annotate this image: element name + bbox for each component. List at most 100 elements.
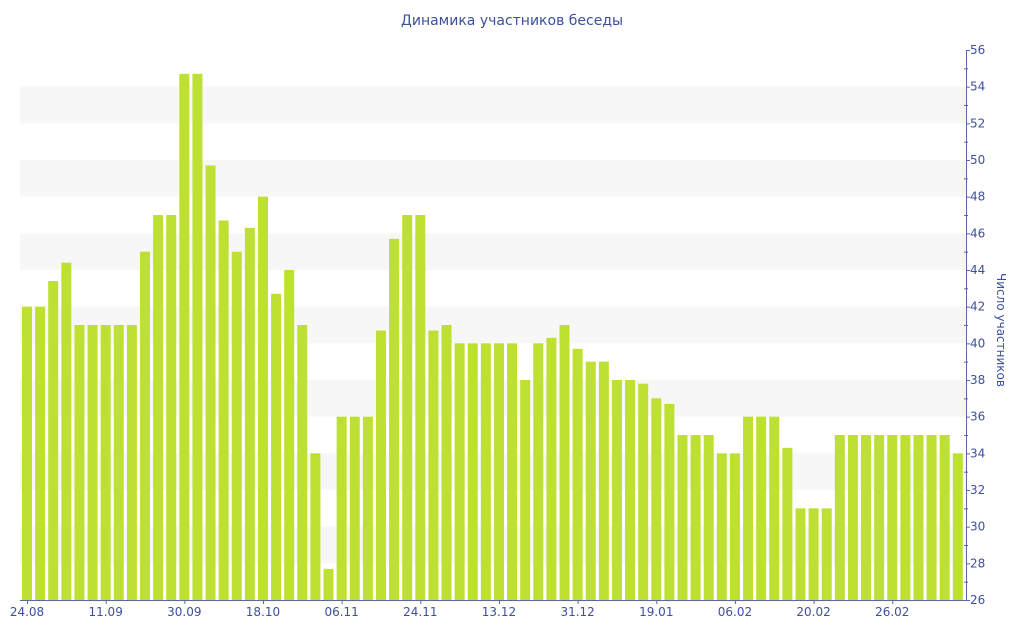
bar xyxy=(22,306,32,600)
bar xyxy=(677,435,688,600)
x-tick-label: 24.11 xyxy=(403,605,437,619)
bar xyxy=(375,330,386,600)
x-tick-label: 11.09 xyxy=(88,605,122,619)
y-tick-label: 38 xyxy=(970,373,985,387)
grid-band xyxy=(20,233,966,270)
bar xyxy=(611,380,622,600)
bar xyxy=(559,325,570,600)
bar xyxy=(100,325,111,600)
bar xyxy=(139,251,150,600)
bar xyxy=(638,383,649,600)
x-tick-label: 24.08 xyxy=(10,605,44,619)
bar xyxy=(952,453,963,600)
bar xyxy=(716,453,727,600)
bar xyxy=(795,508,806,600)
y-tick-label: 52 xyxy=(970,116,985,130)
bar xyxy=(808,508,819,600)
grid-band xyxy=(20,453,966,490)
y-tick-label: 46 xyxy=(970,226,985,240)
bar xyxy=(703,435,714,600)
bar xyxy=(507,343,518,600)
bar xyxy=(756,416,767,600)
grid-band xyxy=(20,526,966,564)
x-tick-label: 06.11 xyxy=(324,605,358,619)
bar xyxy=(336,416,347,600)
bar xyxy=(769,416,780,600)
bar xyxy=(939,435,950,600)
bar xyxy=(913,435,924,600)
x-tick-label: 30.09 xyxy=(167,605,201,619)
bar xyxy=(625,380,636,600)
y-tick-label: 44 xyxy=(970,263,985,277)
bar xyxy=(847,435,858,600)
bar xyxy=(74,325,85,600)
y-tick-label: 42 xyxy=(970,300,985,314)
y-tick-label: 32 xyxy=(970,483,985,497)
bar xyxy=(887,435,898,600)
bar xyxy=(428,330,439,600)
bar xyxy=(493,343,504,600)
bar xyxy=(861,435,872,600)
bar xyxy=(205,165,216,600)
bar xyxy=(284,270,295,600)
bar xyxy=(166,215,177,600)
y-tick-label: 36 xyxy=(970,410,985,424)
bar xyxy=(782,447,793,600)
bar xyxy=(297,325,308,600)
bar xyxy=(192,73,203,601)
bar xyxy=(572,348,583,600)
x-tick-label: 19.01 xyxy=(639,605,673,619)
y-tick-label: 34 xyxy=(970,446,985,460)
bar xyxy=(35,306,46,600)
bar xyxy=(926,435,937,600)
bar xyxy=(87,325,98,600)
bar xyxy=(441,325,452,600)
chart-title: Динамика участников беседы xyxy=(400,13,624,29)
bar xyxy=(651,398,662,600)
bar xyxy=(231,251,242,600)
bar xyxy=(48,281,59,600)
y-tick-label: 30 xyxy=(970,520,985,534)
bar xyxy=(415,215,426,600)
bar xyxy=(113,325,124,600)
bar xyxy=(664,403,675,600)
y-tick-label: 40 xyxy=(970,336,985,350)
bar xyxy=(480,343,491,600)
y-tick-label: 56 xyxy=(970,43,985,57)
y-tick-label: 28 xyxy=(970,556,985,570)
bar xyxy=(690,435,701,600)
y-tick-label: 54 xyxy=(970,80,985,94)
bar xyxy=(349,416,360,600)
bar xyxy=(900,435,911,600)
x-tick-label: 13.12 xyxy=(482,605,516,619)
bar xyxy=(323,568,334,600)
x-tick-label: 20.02 xyxy=(796,605,830,619)
bar xyxy=(467,343,478,600)
bar xyxy=(874,435,885,600)
x-tick-label: 18.10 xyxy=(246,605,280,619)
bar xyxy=(179,73,190,601)
bar xyxy=(271,293,282,600)
bar xyxy=(389,238,400,601)
grid-band xyxy=(20,380,966,417)
bar xyxy=(598,361,609,600)
bar xyxy=(61,262,72,600)
grid-band xyxy=(20,86,966,124)
bar xyxy=(153,215,164,600)
grid-band xyxy=(20,160,966,197)
bar xyxy=(362,416,373,600)
bar xyxy=(402,215,413,600)
bar xyxy=(533,343,544,600)
bar xyxy=(834,435,845,600)
bar xyxy=(821,508,832,600)
bar xyxy=(546,337,557,600)
bar xyxy=(585,361,596,600)
x-tick-label: 26.02 xyxy=(875,605,909,619)
x-tick-label: 06.02 xyxy=(718,605,752,619)
y-tick-label: 50 xyxy=(970,153,985,167)
bar xyxy=(126,325,137,600)
bar xyxy=(244,227,255,601)
bar xyxy=(218,220,229,600)
bar xyxy=(729,453,740,600)
